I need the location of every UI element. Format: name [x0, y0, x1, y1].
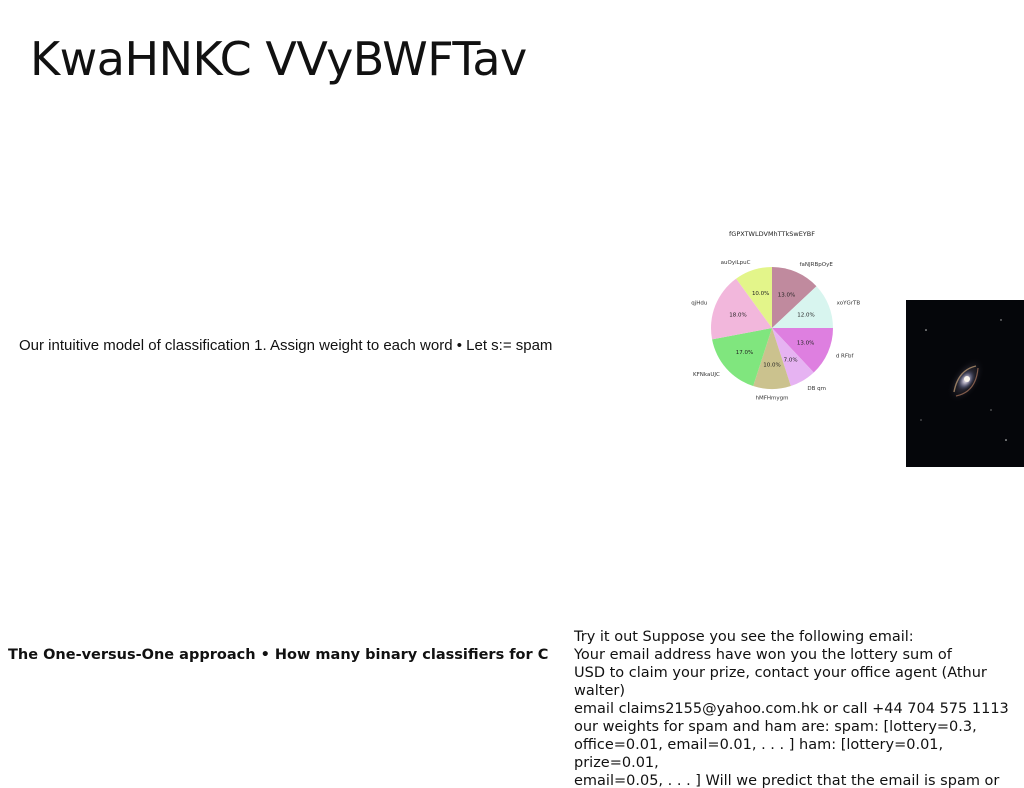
pie-slice: [736, 267, 772, 328]
pie-slice-category-label: auOyiLpuC: [721, 260, 751, 266]
pie-slice: [772, 328, 814, 387]
pie-slice-category-label: xoYGrTB: [837, 300, 861, 306]
classification-text: Our intuitive model of classification 1.…: [19, 337, 553, 354]
pie-slice-percent-label: 7.0%: [784, 358, 798, 364]
one-vs-one-text: The One-versus-One approach • How many b…: [8, 647, 548, 663]
pie-slice-percent-label: 17.0%: [736, 350, 753, 356]
pie-slice: [772, 328, 833, 373]
slide-title: KwaHNKC VVyBWFTav: [30, 32, 527, 86]
email-example-text: Try it out Suppose you see the following…: [574, 629, 1009, 788]
pie-slices: 13.0% faNJRBpOyE 12.0% xoYGrTB 13.0% d RFbf 7.…: [691, 260, 860, 402]
pie-slice: [712, 328, 772, 387]
pie-slice-percent-label: 13.0%: [778, 292, 795, 298]
pie-slice-category-label: d RFbf: [836, 354, 855, 360]
pie-chart-svg: fGPXTWLDVMhTTkSwEYBF 13.0% faNJRBpOyE 12.0…: [691, 230, 860, 402]
pie-slice-percent-label: 12.0%: [797, 313, 814, 319]
pie-slice-category-label: KFNkaUJC: [693, 372, 720, 378]
chart-title: fGPXTWLDVMhTTkSwEYBF: [729, 230, 815, 238]
pie-slice-category-label: hMFHmygm: [756, 396, 789, 402]
pie-slice-category-label: qjHdu: [691, 300, 707, 306]
pie-slice: [711, 278, 772, 340]
pie-slice-percent-label: 18.0%: [729, 313, 746, 319]
pie-slice: [753, 328, 791, 389]
pie-slice-percent-label: 10.0%: [763, 363, 780, 369]
pie-slice-percent-label: 13.0%: [797, 341, 814, 347]
pie-slice: [772, 267, 817, 328]
pie-slice-percent-label: 10.0%: [752, 291, 769, 297]
galaxy-image-svg: [906, 300, 1024, 467]
spiral-galaxy-photo: [906, 300, 1024, 467]
pie-slice-category-label: DB qm: [807, 386, 826, 392]
pie-chart: fGPXTWLDVMhTTkSwEYBF 13.0% faNJRBpOyE 12.0…: [690, 226, 870, 426]
pie-slice: [772, 286, 833, 328]
pie-slice-category-label: faNJRBpOyE: [800, 262, 834, 268]
